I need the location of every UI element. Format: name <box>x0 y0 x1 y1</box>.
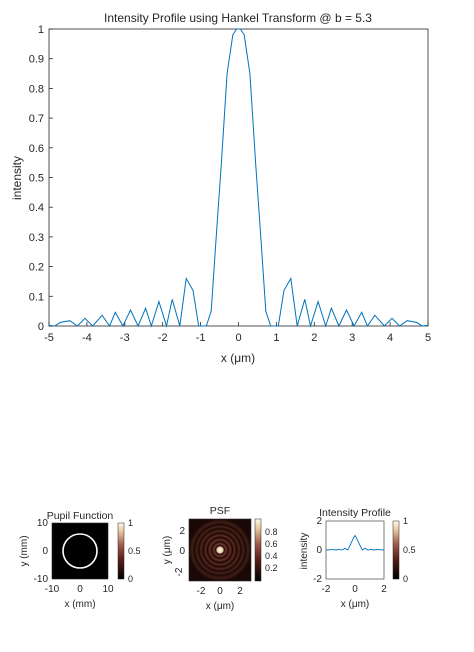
small-xlabel: x (μm) <box>341 599 370 610</box>
main-ylabel: intensity <box>10 156 24 200</box>
psf-title: PSF <box>210 505 230 517</box>
pupil-colorbar <box>117 522 125 580</box>
pupil-xtick: -10 <box>45 584 60 595</box>
main-axes-box <box>48 28 429 327</box>
pupil-chart: Pupil Function 10 0 -10 -10 0 10 x (mm) … <box>19 510 141 610</box>
small-xtick: 0 <box>352 584 358 595</box>
psf-cbar-tick: 0.8 <box>265 527 278 537</box>
psf-xtick: 2 <box>237 586 243 597</box>
small-cbar-tick: 0.5 <box>403 545 416 555</box>
main-y-tick-label: 0.4 <box>29 202 44 214</box>
psf-xlabel: x (μm) <box>206 601 235 612</box>
psf-ytick: 0 <box>179 546 185 557</box>
main-title: Intensity Profile using Hankel Transform… <box>104 11 372 25</box>
main-y-tick-label: 0.6 <box>29 143 44 155</box>
small-ytick: -2 <box>313 574 322 585</box>
pupil-ytick: 0 <box>42 546 48 557</box>
main-y-tick-label: 0.1 <box>29 291 44 303</box>
main-x-tick-label: -4 <box>82 332 92 344</box>
main-x-tick-label: -3 <box>120 332 130 344</box>
main-y-tick-label: 0.5 <box>29 173 44 185</box>
psf-image <box>189 519 251 581</box>
small-xtick: -2 <box>322 584 331 595</box>
psf-chart: PSF 2 0 -2 -2 0 2 x (μm) y (μm) 0.8 0.6 … <box>162 505 278 612</box>
psf-ylabel: y (μm) <box>162 536 173 565</box>
pupil-image <box>52 523 108 579</box>
pupil-cbar-tick: 1 <box>128 518 133 528</box>
psf-xtick: 0 <box>217 586 223 597</box>
pupil-cbar-tick: 0.5 <box>128 546 141 556</box>
main-x-tick-label: -1 <box>196 332 206 344</box>
psf-ytick: 2 <box>179 526 185 537</box>
main-series-line <box>48 28 429 328</box>
main-x-tick-label: -5 <box>44 332 54 344</box>
pupil-cbar-tick: 0 <box>128 574 133 584</box>
main-y-tick-label: 1 <box>38 24 44 36</box>
main-y-tick-label: 0.7 <box>29 113 44 125</box>
main-x-tick-label: 1 <box>273 332 279 344</box>
main-y-tick-label: 0.8 <box>29 83 44 95</box>
psf-cbar-tick: 0.6 <box>265 539 278 549</box>
pupil-xtick: 0 <box>77 584 83 595</box>
small-series-line <box>325 534 385 551</box>
small-ytick: 2 <box>316 516 322 527</box>
main-y-tick-label: 0 <box>38 321 44 333</box>
psf-xtick: -2 <box>197 586 206 597</box>
small-ytick: 0 <box>316 545 322 556</box>
psf-ytick: -2 <box>174 567 185 576</box>
main-x-tick-label: 5 <box>425 332 431 344</box>
main-x-tick-label: 3 <box>349 332 355 344</box>
pupil-xlabel: x (mm) <box>64 599 95 610</box>
pupil-axes-box <box>51 522 109 580</box>
main-x-tick-label: 4 <box>387 332 393 344</box>
pupil-xtick: 10 <box>102 584 114 595</box>
psf-axes-box <box>188 518 252 582</box>
small-cbar-tick: 0 <box>403 574 408 584</box>
small-profile-chart: Intensity Profile 2 0 -2 -2 0 2 x (μm) i… <box>299 507 416 610</box>
small-xtick: 2 <box>381 584 387 595</box>
psf-cbar-tick: 0.4 <box>265 551 278 561</box>
main-x-ticks: -5 -4 -3 -2 -1 0 1 2 3 4 5 <box>44 322 431 344</box>
main-y-tick-label: 0.2 <box>29 262 44 274</box>
small-cbar-tick: 1 <box>403 516 408 526</box>
small-title: Intensity Profile <box>319 507 391 519</box>
main-x-tick-label: 2 <box>311 332 317 344</box>
small-ylabel: intensity <box>299 533 310 570</box>
pupil-ylabel: y (mm) <box>19 535 30 566</box>
main-y-tick-label: 0.3 <box>29 232 44 244</box>
main-y-ticks: 0 0.1 0.2 0.3 0.4 0.5 0.6 0.7 0.8 0.9 1 <box>29 24 53 333</box>
main-x-tick-label: -2 <box>158 332 168 344</box>
pupil-title: Pupil Function <box>47 510 114 522</box>
psf-cbar-tick: 0.2 <box>265 563 278 573</box>
small-colorbar <box>392 520 400 580</box>
main-y-tick-label: 0.9 <box>29 54 44 66</box>
pupil-ytick: -10 <box>34 574 49 585</box>
main-chart: Intensity Profile using Hankel Transform… <box>10 11 431 365</box>
pupil-ring <box>62 533 98 569</box>
pupil-ytick: 10 <box>37 518 49 529</box>
main-x-tick-label: 0 <box>235 332 241 344</box>
main-xlabel: x (μm) <box>221 351 255 365</box>
psf-colorbar <box>254 518 262 582</box>
